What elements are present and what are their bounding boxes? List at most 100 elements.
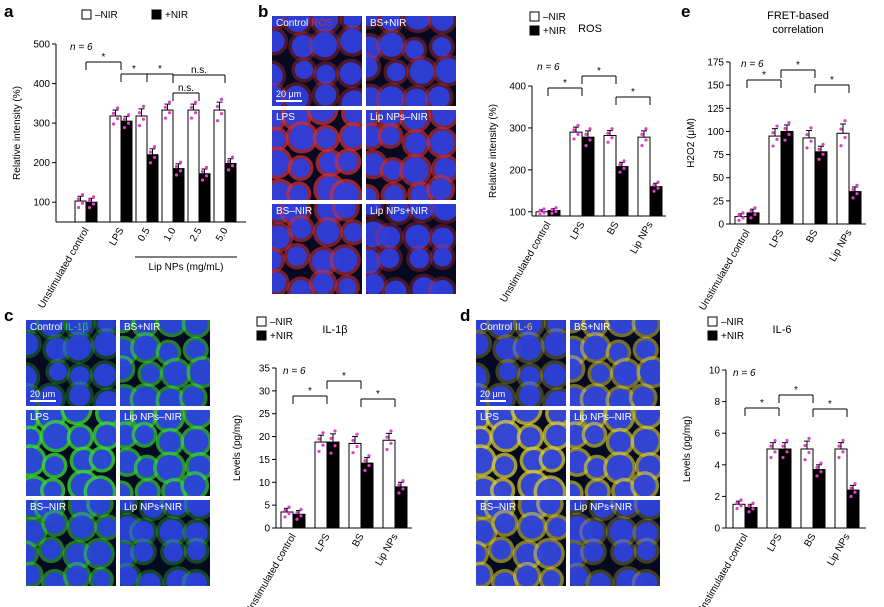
significance-marker: n.s. bbox=[191, 65, 207, 76]
legend-label: +NIR bbox=[165, 10, 188, 21]
data-point bbox=[230, 163, 235, 168]
micrograph-label: LPS bbox=[276, 112, 295, 123]
data-point bbox=[355, 432, 359, 436]
bar-minus-nir bbox=[161, 109, 174, 223]
data-point bbox=[572, 128, 576, 132]
micrograph-image bbox=[26, 500, 116, 586]
x-tick-label: Lip NPs bbox=[826, 532, 853, 568]
micrograph-grid-il6: Control IL-6 20 μm BS+NIR LPS Lip NPs–NIR BS–N… bbox=[476, 320, 660, 586]
data-point bbox=[853, 482, 857, 486]
bar-plus-nir bbox=[581, 136, 595, 217]
data-point bbox=[839, 127, 843, 131]
legend-label: –NIR bbox=[543, 12, 566, 23]
legend-swatch-open bbox=[81, 9, 92, 20]
data-point bbox=[851, 196, 855, 200]
bar-plus-nir bbox=[746, 212, 760, 225]
data-point bbox=[606, 140, 610, 144]
micrograph-image bbox=[366, 16, 456, 106]
micrograph-label: Lip NPs–NIR bbox=[574, 412, 632, 423]
micrograph-label: LPS bbox=[480, 412, 499, 423]
bar-plus-nir bbox=[778, 448, 792, 529]
micrograph-label: Lip NPs+NIR bbox=[124, 502, 182, 513]
data-point bbox=[739, 498, 743, 502]
data-point bbox=[178, 160, 183, 164]
y-axis-label: Levels (pg/mg) bbox=[232, 415, 243, 481]
data-point bbox=[783, 126, 787, 131]
bar-plus-nir bbox=[615, 166, 629, 217]
data-point bbox=[741, 216, 745, 220]
data-point bbox=[843, 135, 847, 140]
significance-marker: * bbox=[308, 386, 312, 397]
legend-swatch-open bbox=[256, 316, 267, 327]
micrograph-image bbox=[26, 320, 116, 406]
data-point bbox=[355, 444, 359, 449]
n-label: n = 6 bbox=[70, 42, 93, 53]
data-point bbox=[333, 444, 337, 448]
n-label: n = 6 bbox=[741, 59, 764, 70]
y-tick-label: 10 bbox=[709, 366, 721, 377]
micrograph-label: Control IL-1β bbox=[30, 322, 88, 333]
data-point bbox=[644, 138, 648, 142]
micrograph-image bbox=[120, 320, 210, 406]
micrograph-label-text: Lip NPs–NIR bbox=[124, 412, 182, 423]
x-tick-label: LPS bbox=[108, 226, 127, 248]
data-point bbox=[572, 137, 576, 141]
micrograph-image bbox=[120, 410, 210, 496]
x-tick-label: 2.5 bbox=[188, 226, 205, 244]
panel-letter-c: c bbox=[4, 306, 14, 325]
data-point bbox=[141, 117, 146, 121]
data-point bbox=[817, 157, 821, 161]
data-point bbox=[652, 189, 656, 193]
bar-minus-nir bbox=[637, 136, 651, 217]
bar-plus-nir bbox=[224, 162, 237, 223]
data-point bbox=[538, 209, 542, 213]
micrograph-image bbox=[570, 410, 660, 496]
micrograph-image bbox=[366, 110, 456, 200]
legend-label: –NIR bbox=[270, 317, 293, 328]
data-point bbox=[167, 100, 172, 104]
y-axis-label: Levels (pg/mg) bbox=[682, 416, 693, 482]
data-point bbox=[815, 474, 819, 478]
data-point bbox=[401, 479, 405, 483]
data-point bbox=[821, 152, 825, 156]
bar-minus-nir bbox=[734, 216, 748, 225]
data-point bbox=[815, 465, 819, 470]
data-point bbox=[851, 187, 855, 192]
data-point bbox=[76, 205, 81, 210]
bar-minus-nir bbox=[348, 442, 362, 529]
data-point bbox=[550, 211, 554, 215]
micrograph-tile: LPS bbox=[272, 110, 362, 200]
data-point bbox=[148, 161, 153, 165]
data-point bbox=[317, 449, 321, 453]
micrograph-tile: Lip NPs–NIR bbox=[366, 110, 456, 200]
data-point bbox=[215, 119, 220, 123]
data-point bbox=[644, 127, 648, 131]
bar-plus-nir bbox=[649, 186, 663, 217]
data-point bbox=[610, 127, 614, 131]
data-point bbox=[809, 139, 813, 143]
bar-minus-nir bbox=[768, 135, 782, 225]
data-point bbox=[219, 112, 224, 116]
data-point bbox=[367, 454, 371, 458]
y-tick-label: 25 bbox=[259, 409, 271, 420]
y-axis-label: Relative intensity (%) bbox=[12, 86, 23, 180]
data-point bbox=[91, 202, 96, 206]
data-point bbox=[576, 132, 580, 136]
x-tick-label: LPS bbox=[768, 228, 787, 250]
panel-letter-d: d bbox=[460, 306, 471, 325]
data-point bbox=[204, 174, 209, 178]
bar-minus-nir bbox=[135, 115, 148, 223]
scale-bar: 20 μm bbox=[30, 389, 56, 402]
bar-plus-nir bbox=[547, 210, 561, 217]
data-point bbox=[215, 104, 220, 109]
scale-bar: 20 μm bbox=[480, 389, 506, 402]
significance-marker: * bbox=[563, 78, 567, 89]
micrograph-label: LPS bbox=[30, 412, 49, 423]
micrograph-label-text: BS–NIR bbox=[30, 502, 67, 513]
significance-marker: * bbox=[828, 399, 832, 410]
bar-plus-nir bbox=[146, 154, 159, 223]
scale-bar-label: 20 μm bbox=[276, 89, 302, 99]
data-point bbox=[363, 459, 367, 463]
data-point bbox=[111, 111, 116, 115]
y-tick-label: 200 bbox=[33, 158, 50, 169]
